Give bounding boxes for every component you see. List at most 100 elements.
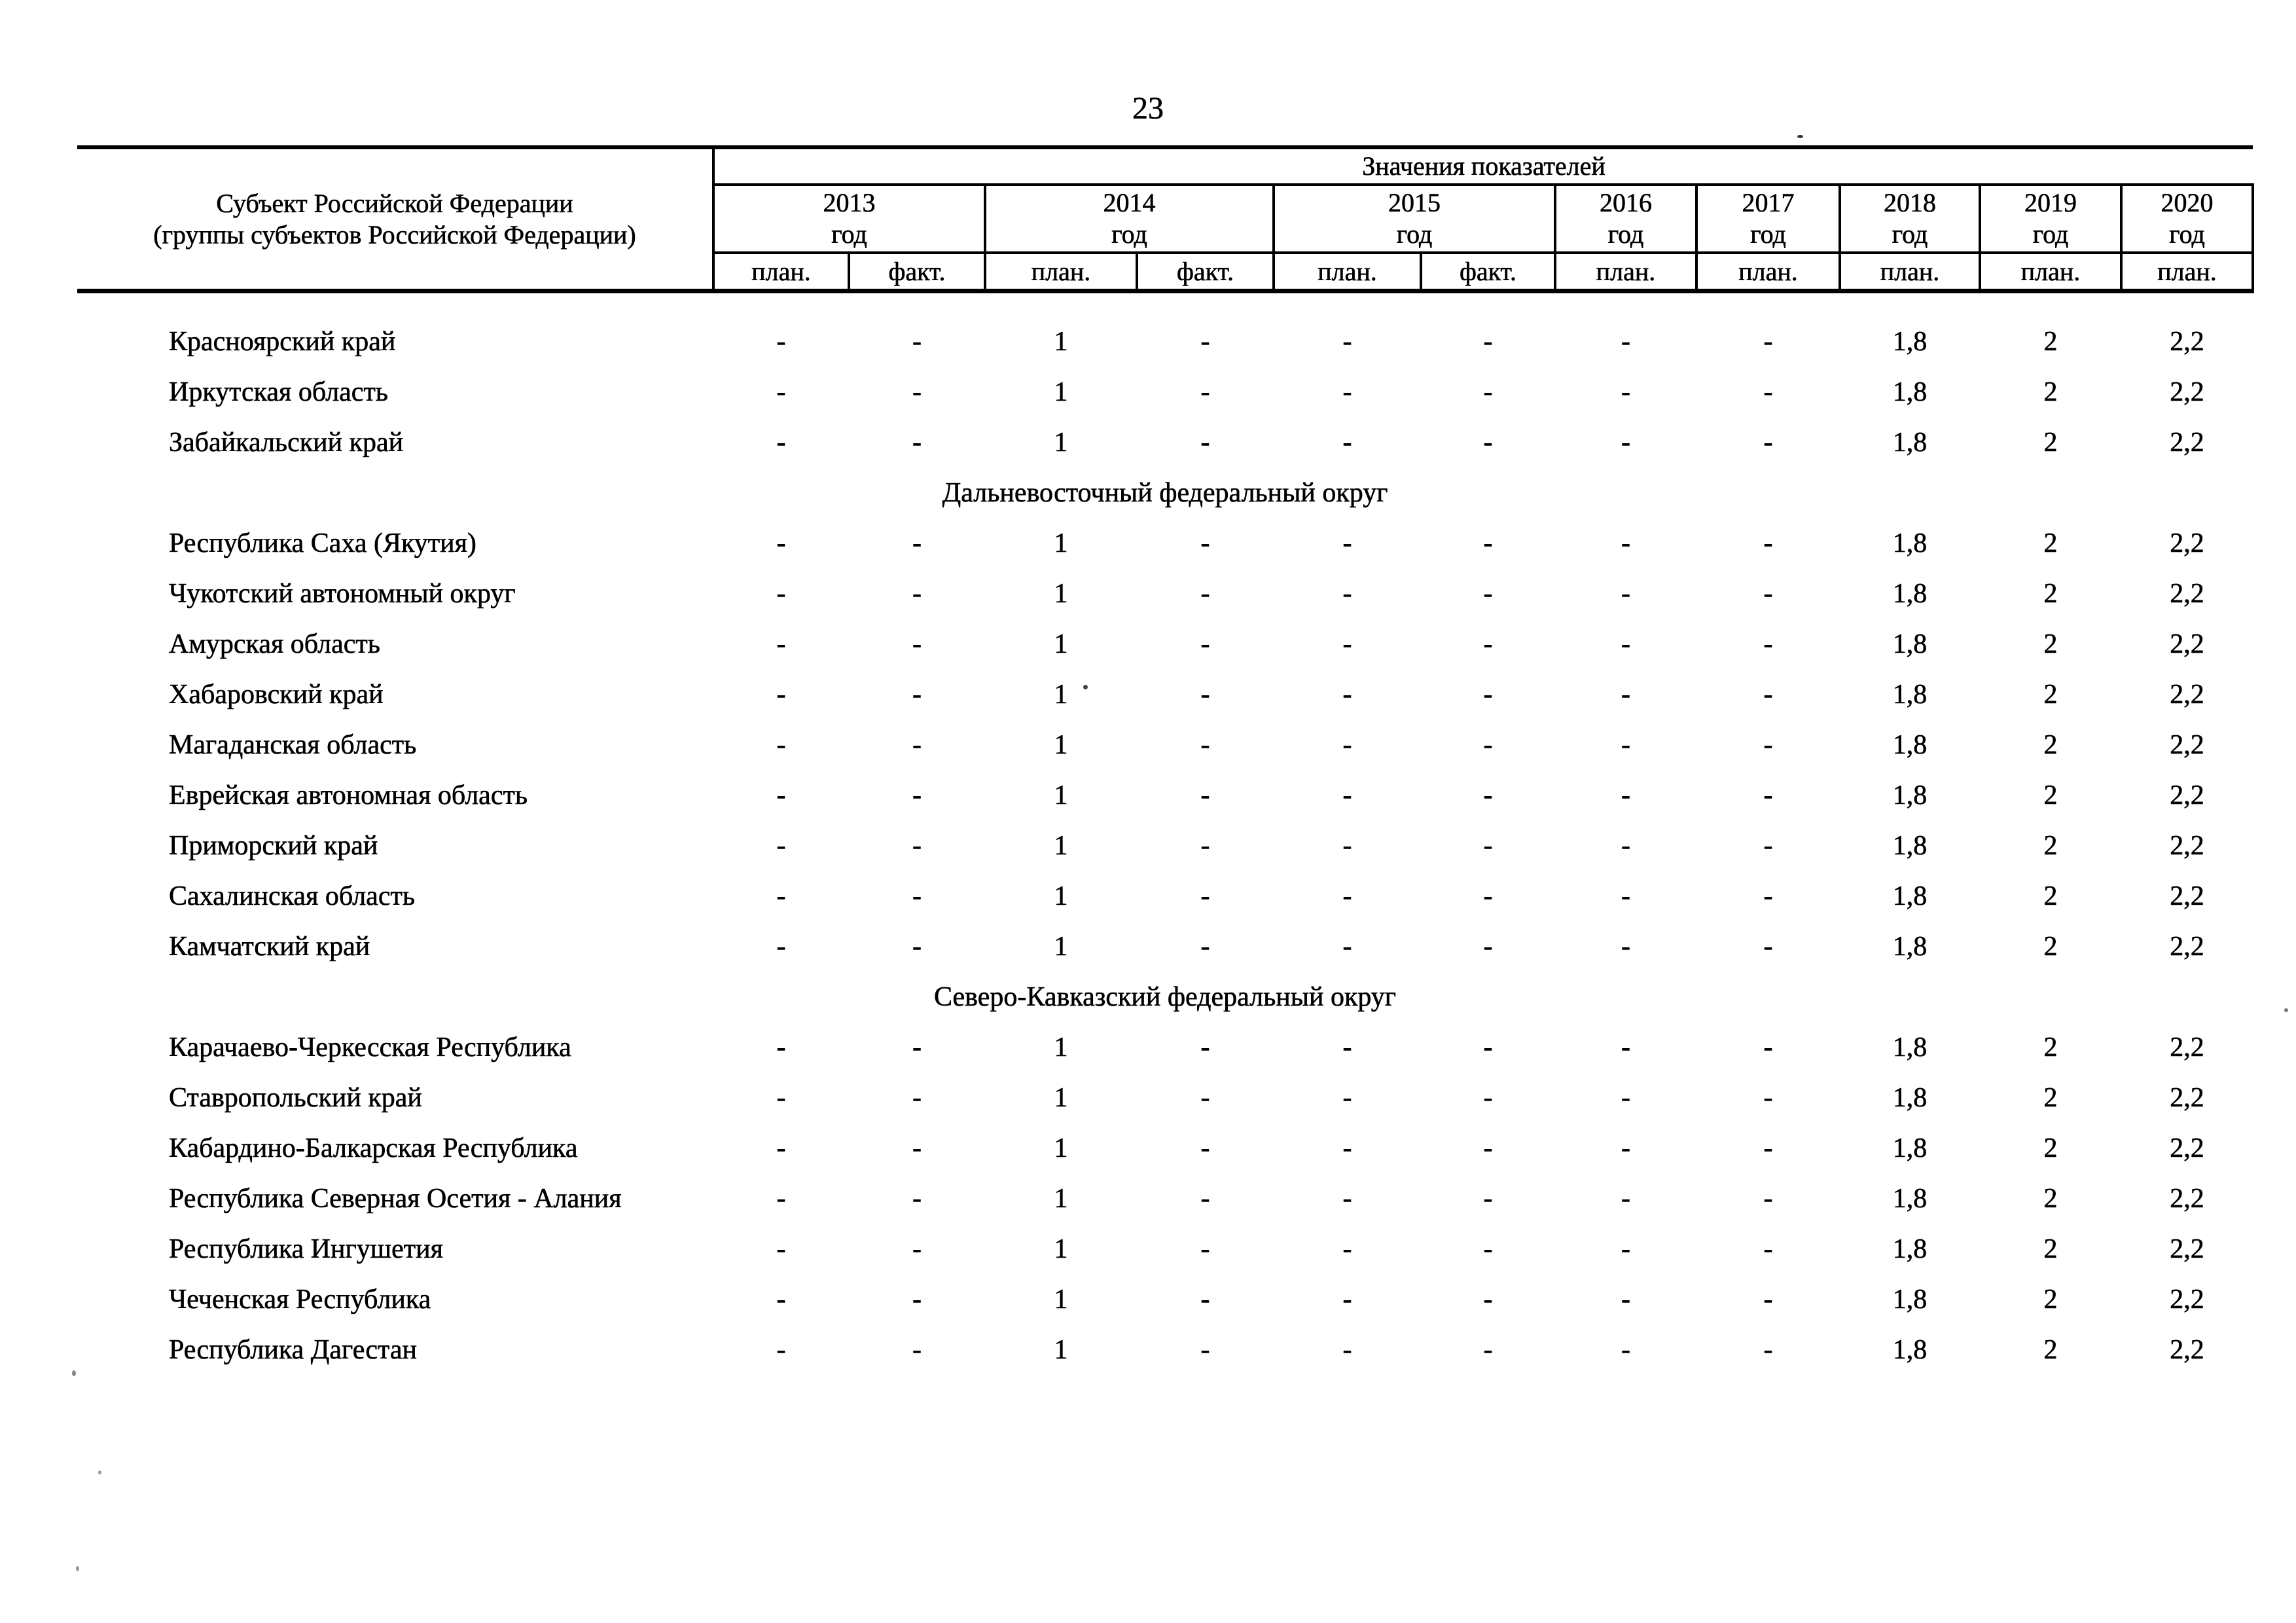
value-cell: -: [1200, 1284, 1210, 1315]
value-cell: -: [1342, 881, 1352, 911]
section-title: Северо-Кавказский федеральный округ: [934, 981, 1397, 1012]
plan-header-2014: план.: [985, 253, 1138, 293]
table-row: Забайкальский край - - 1 - - - - - 1,8 2 2,2: [77, 417, 2253, 467]
subject-name: Чеченская Республика: [169, 1284, 431, 1315]
value-cell: -: [776, 881, 786, 911]
value-cell: -: [1483, 427, 1493, 458]
value-cell: -: [912, 326, 922, 357]
value-cell: -: [776, 729, 786, 760]
value-cell: -: [912, 1284, 922, 1315]
value-cell: -: [776, 376, 786, 407]
year-suffix: год: [2032, 219, 2069, 249]
value-cell: -: [1200, 326, 1210, 357]
value-cell: 2: [2043, 931, 2058, 962]
scan-artifact: [98, 1470, 101, 1474]
value-cell: 2,2: [2170, 1082, 2204, 1113]
value-cell: 1: [1054, 376, 1068, 407]
value-cell: -: [1763, 326, 1773, 357]
value-cell: -: [1200, 1334, 1210, 1365]
value-cell: -: [1200, 931, 1210, 962]
value-cell: -: [1621, 629, 1631, 659]
value-cell: -: [776, 931, 786, 962]
table-row: Магаданская область - - 1 - - - - - 1,8 2 2,2: [77, 720, 2253, 770]
value-cell: -: [1483, 1183, 1493, 1214]
value-cell: -: [912, 780, 922, 811]
plan-header-2016: план.: [1555, 253, 1698, 293]
value-cell: 1: [1054, 1233, 1068, 1264]
value-cell: 1,8: [1892, 830, 1928, 861]
value-cell: 1,8: [1892, 1133, 1928, 1163]
value-cell: 2,2: [2170, 830, 2204, 861]
value-cell: 1,8: [1892, 578, 1928, 609]
value-cell: -: [1763, 1032, 1773, 1063]
subject-name: Камчатский край: [169, 931, 370, 962]
value-cell: 2: [2043, 729, 2058, 760]
value-cell: 1: [1054, 780, 1068, 811]
value-cell: -: [1763, 780, 1773, 811]
value-cell: -: [1483, 780, 1493, 811]
value-cell: 1: [1054, 729, 1068, 760]
year-suffix: год: [1111, 219, 1147, 249]
value-cell: 2,2: [2170, 376, 2204, 407]
value-cell: 2: [2043, 1284, 2058, 1315]
value-cell: -: [1342, 1082, 1352, 1113]
header-row-years: 2013 год 2014 год 2015 год 2016 год 2017: [77, 185, 2255, 254]
value-cell: -: [1621, 1032, 1631, 1063]
subject-name: Приморский край: [169, 830, 378, 861]
value-cell: 1,8: [1892, 528, 1928, 558]
value-cell: -: [1342, 1233, 1352, 1264]
value-cell: 2,2: [2170, 1133, 2204, 1163]
subject-name: Республика Северная Осетия - Алания: [169, 1183, 622, 1214]
value-cell: 1: [1054, 629, 1068, 659]
value-cell: -: [1763, 427, 1773, 458]
value-cell: -: [912, 629, 922, 659]
value-cell: -: [1483, 931, 1493, 962]
value-cell: 2: [2043, 1183, 2058, 1214]
value-cell: 2,2: [2170, 528, 2204, 558]
value-cell: -: [912, 1183, 922, 1214]
indicators-table: Субъект Российской Федерации (группы суб…: [77, 145, 2255, 1375]
value-cell: -: [776, 1133, 786, 1163]
value-cell: -: [912, 729, 922, 760]
value-cell: -: [912, 679, 922, 710]
value-cell: -: [1621, 1334, 1631, 1365]
value-cell: -: [1621, 578, 1631, 609]
value-cell: 2: [2043, 326, 2058, 357]
value-cell: 2: [2043, 427, 2058, 458]
value-cell: -: [1763, 578, 1773, 609]
fact-header-2015: факт.: [1421, 253, 1556, 293]
header-row-plan-fact: план. факт. план. факт. план. факт. план…: [77, 253, 2255, 293]
subject-name: Сахалинская область: [169, 881, 416, 911]
year-header-2018: 2018 год: [1840, 185, 1981, 254]
value-cell: 1,8: [1892, 1284, 1928, 1315]
value-cell: -: [1342, 830, 1352, 861]
value-cell: 1: [1054, 578, 1068, 609]
value-cell: -: [912, 376, 922, 407]
scan-artifact: [76, 1566, 79, 1571]
section-title: Дальневосточный федеральный округ: [942, 477, 1388, 508]
value-cell: 1: [1054, 1183, 1068, 1214]
value-cell: -: [1342, 1133, 1352, 1163]
table-header: Субъект Российской Федерации (группы суб…: [77, 145, 2255, 293]
table-row: Приморский край - - 1 - - - - - 1,8 2 2,2: [77, 820, 2253, 871]
value-cell: -: [1483, 1334, 1493, 1365]
value-cell: -: [1483, 1133, 1493, 1163]
value-cell: -: [776, 780, 786, 811]
value-cell: -: [1763, 1133, 1773, 1163]
value-cell: 2: [2043, 1032, 2058, 1063]
value-cell: -: [1763, 1334, 1773, 1365]
year-label: 2014: [1103, 188, 1156, 218]
table-row: Еврейская автономная область - - 1 - - - - - 1,8 2…: [77, 770, 2253, 820]
value-cell: 1: [1054, 881, 1068, 911]
value-cell: -: [1200, 1133, 1210, 1163]
value-cell: -: [1763, 376, 1773, 407]
subject-name: Магаданская область: [169, 729, 417, 760]
year-suffix: год: [1750, 219, 1786, 249]
value-cell: -: [1483, 629, 1493, 659]
year-suffix: год: [1892, 219, 1928, 249]
year-header-2015: 2015 год: [1274, 185, 1556, 254]
value-cell: -: [1342, 1334, 1352, 1365]
value-cell: -: [1483, 679, 1493, 710]
table-row: Сахалинская область - - 1 - - - - - 1,8 2 2,2: [77, 871, 2253, 921]
subject-name: Амурская область: [169, 629, 380, 659]
